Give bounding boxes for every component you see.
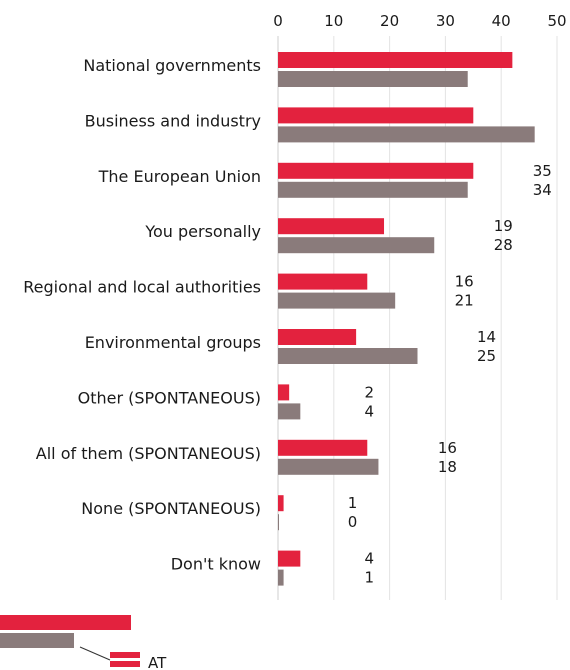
- bar: [278, 71, 468, 87]
- category-label: Other (SPONTANEOUS): [78, 388, 261, 407]
- category-label: Business and industry: [85, 111, 261, 130]
- bar: [278, 218, 385, 235]
- data-label: 28: [494, 236, 513, 254]
- data-label: 18: [438, 458, 457, 476]
- data-label: 19: [494, 217, 513, 235]
- legend-bar: [0, 633, 74, 648]
- bar: [278, 292, 396, 309]
- data-label: 16: [438, 439, 457, 457]
- legend-swatch: [110, 661, 140, 667]
- legend-leader-line: [79, 646, 111, 661]
- bar: [278, 403, 301, 420]
- x-tick-label: 20: [380, 12, 399, 30]
- bar: [278, 107, 474, 124]
- data-label: 0: [348, 513, 358, 531]
- bar: [278, 162, 474, 179]
- category-label: The European Union: [98, 167, 261, 186]
- legend-swatch: [110, 652, 140, 658]
- bar: [278, 495, 284, 512]
- bar: [278, 514, 279, 531]
- x-tick-label: 10: [324, 12, 343, 30]
- x-tick-label: 0: [273, 12, 283, 30]
- data-label: 16: [455, 273, 474, 291]
- bar: [278, 126, 535, 143]
- data-label: 2: [365, 383, 375, 401]
- data-label: 4: [365, 402, 375, 420]
- category-label: You personally: [144, 222, 261, 241]
- data-label: 21: [455, 292, 474, 310]
- x-tick-label: 30: [436, 12, 455, 30]
- bar: [278, 329, 357, 345]
- bar: [278, 550, 301, 567]
- bar: [278, 237, 435, 254]
- data-label: 14: [477, 328, 496, 346]
- category-label: National governments: [83, 56, 261, 75]
- data-label: 34: [533, 181, 552, 199]
- category-label: Regional and local authorities: [23, 278, 261, 297]
- bar: [278, 458, 379, 475]
- category-label: All of them (SPONTANEOUS): [36, 444, 261, 463]
- legend-bar: [0, 615, 131, 630]
- bar: [278, 384, 290, 401]
- category-label: Don't know: [171, 555, 261, 574]
- bar: [278, 348, 418, 364]
- bar: [278, 439, 368, 456]
- legend-label: AT: [148, 654, 167, 670]
- data-label: 4: [365, 550, 375, 568]
- bar: [278, 273, 368, 290]
- category-label: None (SPONTANEOUS): [81, 499, 261, 518]
- bar: [278, 569, 284, 586]
- bar: [278, 181, 468, 198]
- x-tick-label: 50: [547, 12, 566, 30]
- bar: [278, 52, 513, 68]
- category-label: Environmental groups: [85, 333, 261, 352]
- x-tick-label: 40: [492, 12, 511, 30]
- data-label: 35: [533, 162, 552, 180]
- data-label: 25: [477, 347, 496, 365]
- data-label: 1: [348, 494, 358, 512]
- data-label: 1: [365, 569, 375, 587]
